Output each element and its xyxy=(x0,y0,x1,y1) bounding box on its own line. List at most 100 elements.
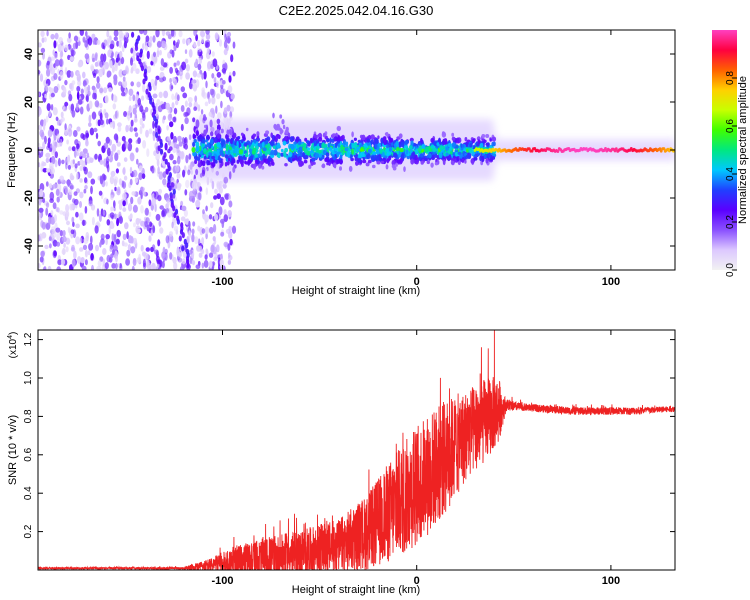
spectrogram-cell xyxy=(225,228,231,234)
spectrogram-cell xyxy=(395,162,398,167)
spectrogram-cell xyxy=(220,121,224,129)
spectrogram-cell xyxy=(155,152,160,161)
spectrogram-cell xyxy=(142,113,146,122)
spectrogram-cell xyxy=(47,141,51,149)
spectrogram-cell xyxy=(84,206,88,214)
spectrogram-cell xyxy=(91,216,95,226)
spectrogram-cell xyxy=(103,142,109,149)
spectrogram-cell xyxy=(94,153,98,160)
spectrogram-cell xyxy=(112,103,117,110)
spectrogram-cell xyxy=(267,142,271,149)
colorbar-label: Normalized spectral amplitude xyxy=(737,76,749,224)
spectrogram-cell xyxy=(42,168,48,173)
spectrogram-cell xyxy=(211,155,216,160)
spectrogram-cell xyxy=(156,159,160,167)
spectrogram-cell xyxy=(91,85,96,91)
colorbar-tick-label: 0.2 xyxy=(725,215,736,229)
spectrogram-cell xyxy=(131,62,137,72)
spectrogram-cell xyxy=(118,178,122,186)
spectrogram-cell xyxy=(169,121,174,128)
spectrogram-cell xyxy=(113,233,117,243)
spectrogram-cell xyxy=(71,258,76,268)
spectrogram-cell xyxy=(424,157,428,162)
spectrogram-cell xyxy=(198,245,203,253)
spectrogram-cell xyxy=(100,53,104,63)
spectrogram-cell xyxy=(86,152,90,158)
spectrogram-cell xyxy=(76,143,80,150)
spectrogram-cell xyxy=(52,145,56,154)
spectrogram-cell xyxy=(68,32,71,39)
spectrogram-cell xyxy=(148,235,152,242)
spectrogram-cell xyxy=(282,140,287,146)
spectrogram-cell xyxy=(228,194,231,200)
spectrogram-cell xyxy=(399,148,404,153)
spectrogram-cell xyxy=(53,250,57,257)
spectrogram-cell xyxy=(159,227,164,234)
spectrogram-cell xyxy=(171,93,175,101)
spectrogram-cell xyxy=(410,158,415,165)
spectrogram-cell xyxy=(131,191,136,196)
spectrogram-cell xyxy=(340,144,344,150)
spectrogram-cell xyxy=(229,106,235,113)
spectrogram-cell xyxy=(310,160,314,166)
spectrogram-cell xyxy=(39,188,44,197)
spectrogram-cell xyxy=(74,163,78,169)
spectrogram-cell xyxy=(380,160,385,164)
y-tick-label: 1.2 xyxy=(23,332,34,346)
spectrogram-cell xyxy=(376,149,380,156)
spectrogram-cell xyxy=(132,204,138,213)
spectrogram-cell xyxy=(448,154,452,161)
colorbar-tick-label: 0.6 xyxy=(725,119,736,133)
spectrogram-cell xyxy=(100,233,105,241)
spectrogram-cell xyxy=(372,151,377,156)
spectrogram-cell xyxy=(332,133,336,137)
x-tick-label: 0 xyxy=(414,575,420,587)
y-tick-label: 20 xyxy=(23,96,35,108)
spectrogram-cell xyxy=(389,137,394,143)
spectrogram-cell xyxy=(42,51,45,60)
spectrogram-cell xyxy=(64,44,69,52)
spectrogram-cell xyxy=(52,49,55,56)
spectrogram-cell xyxy=(309,137,313,144)
spectrogram-cell xyxy=(165,168,169,175)
spectrogram-cell xyxy=(66,139,69,145)
spectrogram-cell xyxy=(99,112,103,121)
spectrogram-cell xyxy=(67,128,73,137)
spectrogram-cell xyxy=(62,104,65,111)
spectrogram-cell xyxy=(104,112,109,119)
spectrogram-cell xyxy=(84,259,88,266)
spectrogram-cell xyxy=(175,165,180,173)
spectrogram-cell xyxy=(202,92,208,99)
spectrogram-cell xyxy=(193,138,197,144)
spectrogram-cell xyxy=(208,152,213,156)
snr-y-multiplier: (x104) xyxy=(7,332,19,359)
spectrogram-cell xyxy=(70,103,75,112)
spectrogram-cell xyxy=(127,110,131,116)
spectrogram-cell xyxy=(334,147,339,152)
spectrogram-cell xyxy=(461,144,465,148)
spectrogram-cell xyxy=(182,38,186,45)
spectrogram-cell xyxy=(223,209,227,216)
spectrogram-cell xyxy=(450,160,455,165)
spectrogram-cell xyxy=(211,73,215,79)
spectrogram-cell xyxy=(114,152,119,161)
spectrogram-cell xyxy=(169,66,174,74)
spectrogram-cell xyxy=(391,164,396,169)
spectrogram-cell xyxy=(113,74,118,82)
spectrogram-cell xyxy=(173,135,177,145)
spectrogram-cell xyxy=(149,98,153,105)
spectrogram-cell xyxy=(205,80,208,89)
spectrogram-y-label: Frequency (Hz) xyxy=(6,112,18,188)
spectrogram-cell xyxy=(420,160,424,165)
spectrogram-cell xyxy=(85,95,89,102)
spectrogram-cell xyxy=(61,159,65,165)
spectrogram-cell xyxy=(288,151,293,158)
spectrogram-cell xyxy=(110,170,116,177)
spectrogram-cell xyxy=(71,109,76,118)
spectrogram-cell xyxy=(251,150,256,155)
spectrogram-cell xyxy=(79,201,82,208)
spectrogram-cell xyxy=(193,134,197,139)
spectrogram-cell xyxy=(79,30,84,36)
spectrogram-cell xyxy=(144,45,148,51)
spectrogram-cell xyxy=(445,146,449,151)
